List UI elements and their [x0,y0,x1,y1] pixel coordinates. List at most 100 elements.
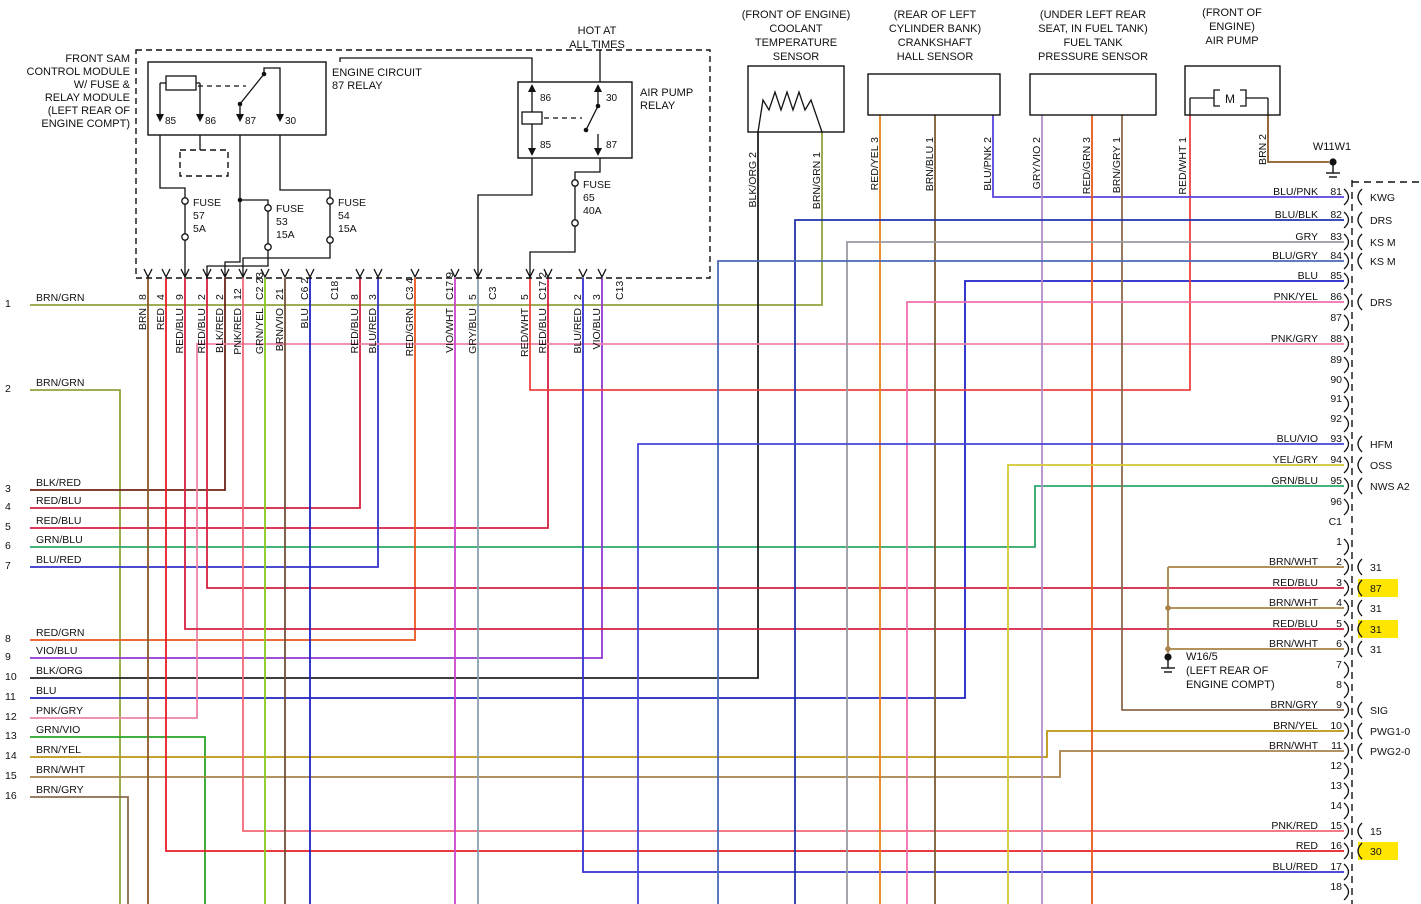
annotation-brace [1357,477,1363,495]
connector-pin-number: 96 [1330,496,1342,508]
connector-pin-number: 84 [1330,250,1342,262]
circuit-highlight [1358,620,1398,638]
wire-color-label: RED [155,308,167,331]
ap-relay-terminal: 30 [606,93,618,104]
fuse65-label: 40A [583,205,602,217]
fuse65-label: 65 [583,192,595,204]
connector-pin-arc [1343,538,1350,556]
left-wire-number: 3 [5,483,11,495]
ground-w11w1-label: W11W1 [1313,141,1351,153]
relay-30-arrow [276,114,284,122]
annotation-brace [1357,293,1363,311]
circuit-highlight [1358,842,1398,860]
module-exit-chevron [260,268,270,279]
left-wire-label: PNK/GRY [36,705,83,717]
connector-pin-arc [1343,395,1350,413]
module-exit-chevron [355,268,365,279]
module-exit-chevron [450,268,460,279]
module-wire-red-blu-b [206,278,1344,589]
fuse-57-terminal [181,233,189,241]
left-wire-label: BLK/RED [36,477,81,489]
ground-w11w1-dot [1329,158,1337,166]
connector-pin-arc [1343,640,1350,658]
connector-wire-color: PNK/GRY [1271,333,1318,345]
sensor-wire-label: RED/GRN 3 [1081,137,1093,194]
circuit-annotation: 31 [1370,644,1382,656]
feed-pin84-blu-gry [717,260,1344,904]
connector-pin-number: 85 [1330,270,1342,282]
feed-pin86-pnk-yel [906,301,1344,904]
circuit-annotation: PWG2-0 [1370,746,1410,758]
module-wire-red-blu-a [184,278,1344,630]
connector-pin-number: 9 [1336,699,1342,711]
connector-pin-arc [1343,211,1350,229]
ap-87-arrow [594,148,602,156]
annotation-brace [1357,640,1363,658]
ap-85-arrow [528,148,536,156]
module-exit-chevron [525,268,535,279]
sam-label: RELAY MODULE [45,92,130,104]
hot-at-all-times: ALL TIMES [569,39,625,51]
sam-link-30-fuse54 [279,135,331,198]
ap-relay-title: RELAY [640,100,676,112]
wire-color-label: RED/BLU [174,308,186,354]
circuit-annotation: KS M [1370,256,1396,268]
relay-switch-blade [239,73,265,105]
left-wire-label: BLU/RED [36,554,82,566]
annotation-brace [1357,620,1363,638]
connector-pin-arc [1343,599,1350,617]
ground-w16-5-label: ENGINE COMPT) [1186,679,1275,691]
pin-number-label: 9 [174,294,186,300]
sensor-wire-label: BLU/PNK 2 [982,137,994,191]
module-wire-pnk-red [242,278,1344,832]
connector-pin-arc [1343,842,1350,860]
fuse54-label: 54 [338,210,350,222]
connector-pin-arc [1343,252,1350,270]
connector-pin-arc [1343,681,1350,699]
module-exit-chevron [220,268,230,279]
connector-wire-color: GRY [1295,231,1318,243]
wire-color-label: BLU [299,308,311,328]
sam-link-85-fuse57 [159,135,186,198]
motor-symbol-label: M [1225,92,1235,106]
left-wire-number: 12 [5,711,17,723]
fuse53-label: 15A [276,229,295,241]
connector-pin-arc [1343,233,1350,251]
connector-pin-arc [1343,335,1350,353]
circuit-annotation: 30 [1370,846,1382,858]
connector-pin-number: 18 [1330,881,1342,893]
left-wire-number: 6 [5,540,11,552]
left-wire-number: 11 [5,691,16,703]
module-exit-chevron [597,268,607,279]
connector-pin-number: 82 [1330,209,1342,221]
sam-link-87-out [224,135,241,278]
fuse-54-terminal [326,197,334,205]
contact-dot [237,101,243,107]
connector-pin-number: 8 [1336,679,1342,691]
annotation-brace [1357,252,1363,270]
connector-wire-color: BRN/WHT [1269,638,1319,650]
pin-number-label: 3 [591,294,603,300]
coolant-sensor-title: SENSOR [773,51,820,63]
ap-86-arrow [528,84,536,92]
wire-4-red-blu [30,278,361,509]
airpump-relay-85-out [477,158,533,278]
connector-pin-arc [1343,863,1350,881]
connector-pin-number: 15 [1330,820,1342,832]
module-wire-blu-red [582,278,1344,873]
fuse-53-terminal [264,243,272,251]
module-exit-chevron [161,268,171,279]
sensor-wire-brn-gry [1121,115,1344,711]
feed-pin82-blu-blk [794,219,1344,904]
sam-module-box [135,49,711,279]
pin-number-label: 8 [349,294,361,300]
pin-number-label: 2 [214,294,226,300]
crank-sensor-title: (REAR OF LEFT [894,9,977,21]
connector-pin-arc [1343,356,1350,374]
pin-number-label: C6 2 [299,278,311,300]
left-wire-label: VIO/BLU [36,645,77,657]
annotation-brace [1357,233,1363,251]
air-pump-ground-wire-brn [1267,115,1329,163]
left-wire-label: RED/BLU [36,515,82,527]
